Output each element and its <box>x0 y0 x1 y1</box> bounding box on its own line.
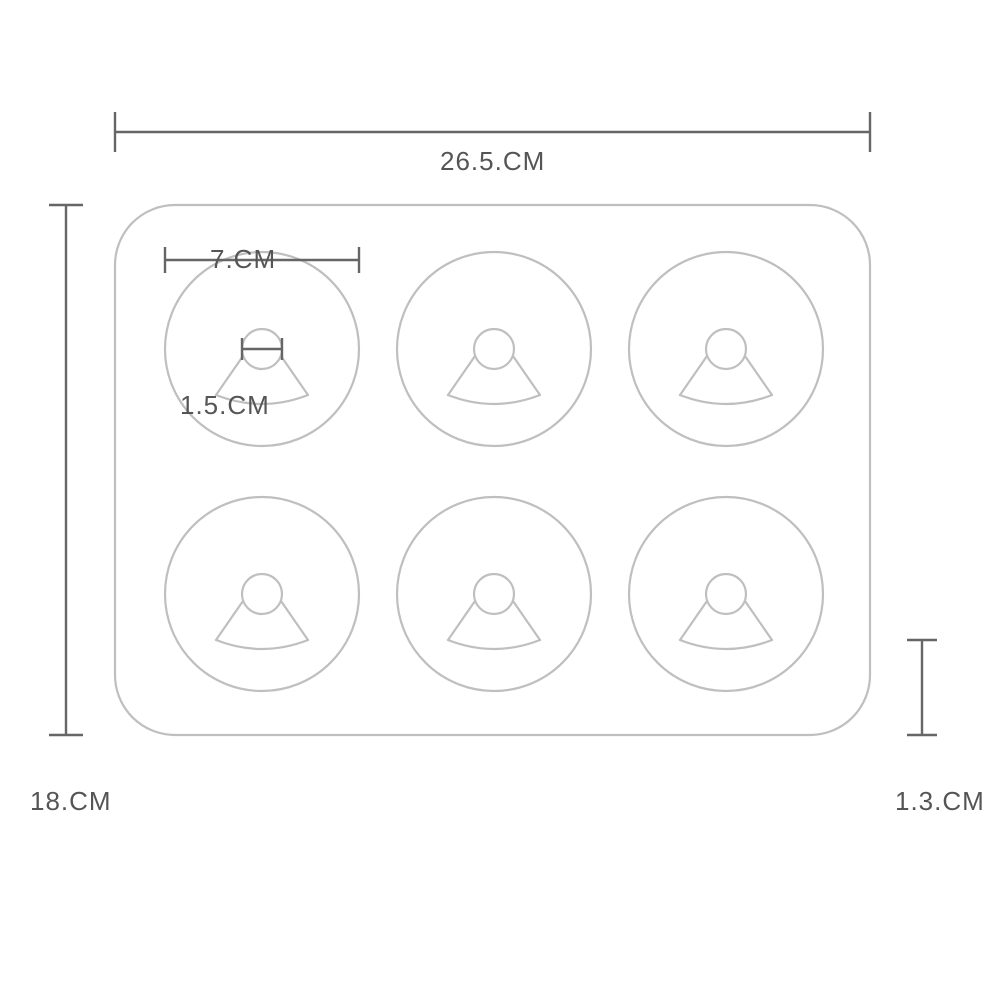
dim-hole-label: 1.5.CM <box>180 390 270 421</box>
diagram-canvas: 26.5.CM 18.CM 7.CM 1.5.CM 1.3.CM <box>0 0 1000 1000</box>
dim-thickness-label: 1.3.CM <box>895 786 985 817</box>
dim-height-label: 18.CM <box>30 786 112 817</box>
dim-cavity-label: 7.CM <box>210 244 276 275</box>
dim-width-label: 26.5.CM <box>440 146 545 177</box>
